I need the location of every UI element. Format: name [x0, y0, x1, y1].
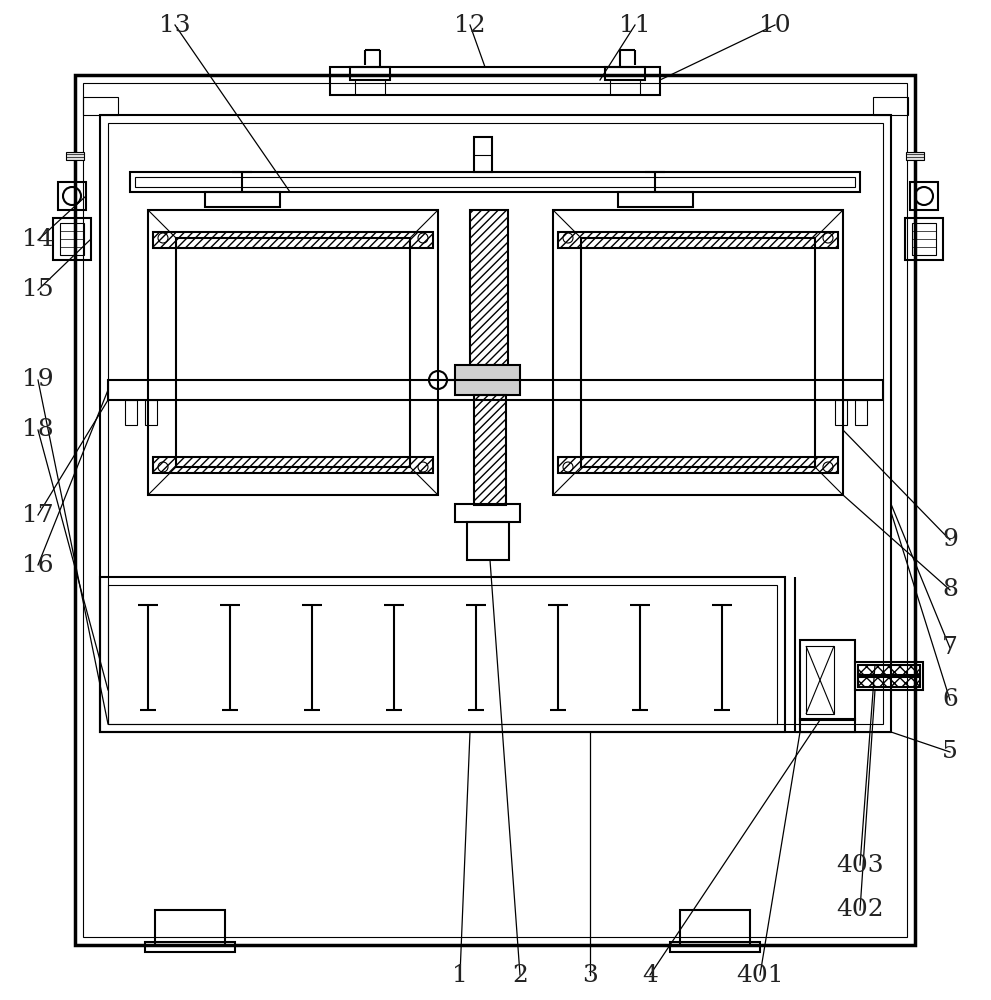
Text: 13: 13	[160, 13, 191, 36]
Bar	[605, 67, 645, 80]
Bar	[60, 223, 84, 255]
Bar	[553, 210, 843, 495]
Bar	[910, 182, 938, 210]
Text: 19: 19	[22, 368, 54, 391]
Bar	[145, 942, 235, 952]
Bar	[75, 75, 915, 945]
Bar	[108, 585, 777, 724]
Text: 10: 10	[759, 13, 791, 36]
Bar	[100, 577, 785, 732]
Bar	[53, 218, 91, 260]
Bar	[125, 400, 137, 425]
Bar	[800, 640, 855, 720]
Bar	[906, 152, 924, 160]
Bar	[474, 137, 492, 172]
Text: 4: 4	[642, 964, 658, 986]
Text: 9: 9	[942, 528, 958, 552]
Text: 403: 403	[836, 854, 884, 876]
Bar	[905, 218, 943, 260]
Bar	[176, 238, 410, 467]
Bar	[806, 646, 834, 714]
Bar	[330, 67, 660, 95]
Bar	[205, 192, 280, 207]
Bar	[558, 457, 838, 473]
Bar	[130, 172, 860, 192]
Bar	[100, 115, 891, 732]
Bar	[350, 67, 390, 80]
Bar	[83, 83, 907, 937]
Bar	[912, 223, 936, 255]
Text: 7: 7	[942, 637, 958, 660]
Text: 11: 11	[619, 13, 651, 36]
Bar	[153, 232, 433, 248]
Bar	[153, 457, 433, 473]
Bar	[670, 942, 760, 952]
Bar	[455, 365, 520, 395]
Text: 17: 17	[22, 504, 54, 526]
Bar	[455, 504, 520, 522]
Bar	[858, 665, 920, 675]
Bar	[108, 380, 883, 400]
Bar	[558, 232, 838, 248]
Bar	[135, 177, 855, 187]
Bar	[855, 662, 923, 690]
Text: 8: 8	[942, 578, 958, 601]
Bar	[467, 522, 509, 560]
Bar	[58, 182, 86, 210]
Text: 3: 3	[582, 964, 598, 986]
Bar	[835, 400, 847, 425]
Text: 16: 16	[22, 554, 54, 576]
Text: 2: 2	[512, 964, 528, 986]
Bar	[858, 677, 920, 687]
Bar	[470, 210, 508, 365]
Bar	[581, 238, 815, 467]
Bar	[855, 400, 867, 425]
Bar	[145, 400, 157, 425]
Bar	[108, 123, 883, 724]
Text: 1: 1	[452, 964, 468, 986]
Text: 18: 18	[22, 418, 54, 442]
Bar	[155, 910, 225, 945]
Text: 5: 5	[942, 740, 958, 764]
Text: 12: 12	[454, 13, 486, 36]
Bar	[148, 210, 438, 495]
Text: 402: 402	[836, 898, 884, 922]
Bar	[680, 910, 750, 945]
Bar	[66, 152, 84, 160]
Bar	[83, 97, 118, 115]
Text: 14: 14	[22, 229, 54, 251]
Bar	[800, 719, 855, 732]
Bar	[474, 395, 506, 505]
Text: 401: 401	[736, 964, 784, 986]
Bar	[618, 192, 693, 207]
Text: 6: 6	[942, 688, 958, 712]
Bar	[873, 97, 908, 115]
Text: 15: 15	[22, 278, 54, 302]
